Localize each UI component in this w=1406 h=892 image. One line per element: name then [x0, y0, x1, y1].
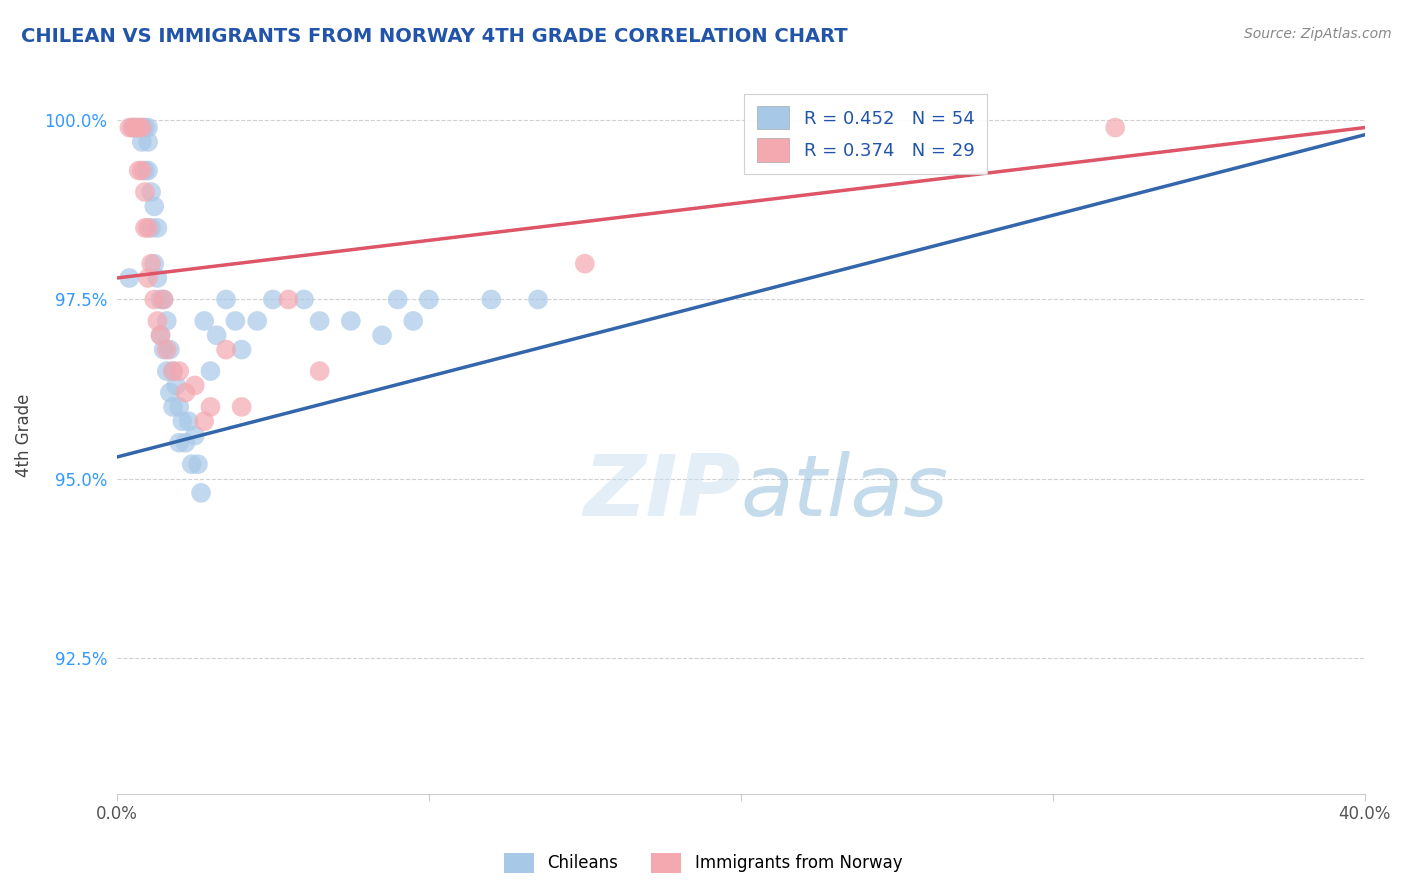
- Point: [167, 364, 190, 378]
- Point: [205, 328, 228, 343]
- Point: [190, 486, 212, 500]
- Point: [136, 163, 159, 178]
- Point: [193, 414, 215, 428]
- Point: [124, 120, 146, 135]
- Point: [231, 400, 253, 414]
- Point: [231, 343, 253, 357]
- Point: [128, 163, 150, 178]
- Point: [128, 120, 150, 135]
- Point: [167, 400, 190, 414]
- Point: [184, 428, 207, 442]
- Point: [174, 435, 197, 450]
- Point: [134, 120, 156, 135]
- Point: [574, 257, 596, 271]
- Point: [146, 314, 169, 328]
- Point: [121, 120, 143, 135]
- Point: [159, 385, 181, 400]
- Point: [387, 293, 409, 307]
- Point: [215, 293, 238, 307]
- Point: [118, 120, 141, 135]
- Point: [134, 185, 156, 199]
- Point: [136, 120, 159, 135]
- Point: [141, 185, 163, 199]
- Point: [180, 457, 202, 471]
- Point: [308, 314, 330, 328]
- Point: [134, 163, 156, 178]
- Point: [141, 220, 163, 235]
- Point: [152, 293, 174, 307]
- Text: atlas: atlas: [741, 451, 949, 534]
- Point: [527, 293, 550, 307]
- Point: [128, 120, 150, 135]
- Point: [152, 293, 174, 307]
- Point: [146, 271, 169, 285]
- Point: [149, 328, 172, 343]
- Point: [174, 385, 197, 400]
- Point: [143, 293, 166, 307]
- Point: [152, 343, 174, 357]
- Point: [479, 293, 502, 307]
- Point: [156, 343, 179, 357]
- Legend: Chileans, Immigrants from Norway: Chileans, Immigrants from Norway: [498, 847, 908, 880]
- Point: [134, 220, 156, 235]
- Point: [177, 414, 200, 428]
- Point: [149, 328, 172, 343]
- Point: [156, 314, 179, 328]
- Point: [131, 120, 153, 135]
- Point: [262, 293, 284, 307]
- Point: [402, 314, 425, 328]
- Point: [308, 364, 330, 378]
- Point: [418, 293, 440, 307]
- Point: [292, 293, 315, 307]
- Point: [131, 120, 153, 135]
- Point: [156, 364, 179, 378]
- Text: Source: ZipAtlas.com: Source: ZipAtlas.com: [1244, 27, 1392, 41]
- Point: [277, 293, 299, 307]
- Point: [136, 271, 159, 285]
- Point: [121, 120, 143, 135]
- Point: [167, 435, 190, 450]
- Point: [340, 314, 363, 328]
- Point: [141, 257, 163, 271]
- Point: [246, 314, 269, 328]
- Point: [162, 364, 184, 378]
- Point: [149, 293, 172, 307]
- Point: [193, 314, 215, 328]
- Point: [124, 120, 146, 135]
- Point: [118, 271, 141, 285]
- Point: [184, 378, 207, 392]
- Point: [159, 343, 181, 357]
- Point: [131, 135, 153, 149]
- Point: [136, 220, 159, 235]
- Legend: R = 0.452   N = 54, R = 0.374   N = 29: R = 0.452 N = 54, R = 0.374 N = 29: [744, 94, 987, 174]
- Point: [200, 400, 222, 414]
- Point: [371, 328, 394, 343]
- Point: [224, 314, 246, 328]
- Point: [136, 135, 159, 149]
- Point: [146, 220, 169, 235]
- Y-axis label: 4th Grade: 4th Grade: [15, 394, 32, 477]
- Point: [143, 199, 166, 213]
- Point: [143, 257, 166, 271]
- Text: ZIP: ZIP: [583, 451, 741, 534]
- Text: CHILEAN VS IMMIGRANTS FROM NORWAY 4TH GRADE CORRELATION CHART: CHILEAN VS IMMIGRANTS FROM NORWAY 4TH GR…: [21, 27, 848, 45]
- Point: [162, 400, 184, 414]
- Point: [187, 457, 209, 471]
- Point: [165, 378, 187, 392]
- Point: [200, 364, 222, 378]
- Point: [172, 414, 194, 428]
- Point: [131, 163, 153, 178]
- Point: [1104, 120, 1126, 135]
- Point: [162, 364, 184, 378]
- Point: [215, 343, 238, 357]
